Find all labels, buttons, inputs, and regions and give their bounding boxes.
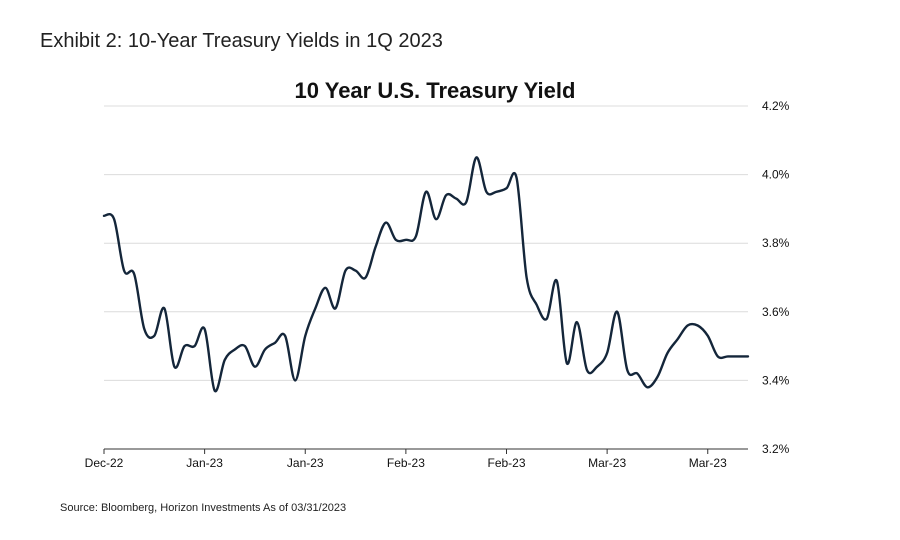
y-tick-labels: 3.2% 3.4% 3.6% 3.8% 4.0% 4.2% bbox=[762, 99, 790, 456]
x-tick-labels: Dec-22 Jan-23 Jan-23 Feb-23 Feb-23 Mar-23 Mar-… bbox=[85, 456, 727, 470]
exhibit-title: Exhibit 2: 10-Year Treasury Yields in 1Q… bbox=[40, 30, 443, 52]
x-tick-label: Feb-23 bbox=[387, 456, 425, 470]
series bbox=[102, 156, 750, 393]
x-tick-label: Feb-23 bbox=[487, 456, 525, 470]
gridlines bbox=[104, 105, 748, 381]
y-tick-label: 3.4% bbox=[762, 373, 790, 387]
y-tick-label: 3.6% bbox=[762, 305, 790, 319]
chart-title: 10 Year U.S. Treasury Yield bbox=[294, 78, 576, 103]
x-tick-label: Mar-23 bbox=[689, 456, 727, 470]
yield-series-line bbox=[102, 156, 750, 393]
x-tick-label: Dec-22 bbox=[85, 456, 124, 470]
y-tick-label: 3.8% bbox=[762, 236, 790, 250]
y-tick-label: 4.0% bbox=[762, 168, 790, 182]
y-tick-label: 3.2% bbox=[762, 442, 790, 456]
y-tick-label: 4.2% bbox=[762, 99, 790, 113]
x-tick-label: Jan-23 bbox=[287, 456, 324, 470]
x-tick-label: Mar-23 bbox=[588, 456, 626, 470]
x-tick-label: Jan-23 bbox=[186, 456, 223, 470]
source-note: Source: Bloomberg, Horizon Investments A… bbox=[60, 502, 347, 514]
x-axis bbox=[103, 448, 748, 454]
